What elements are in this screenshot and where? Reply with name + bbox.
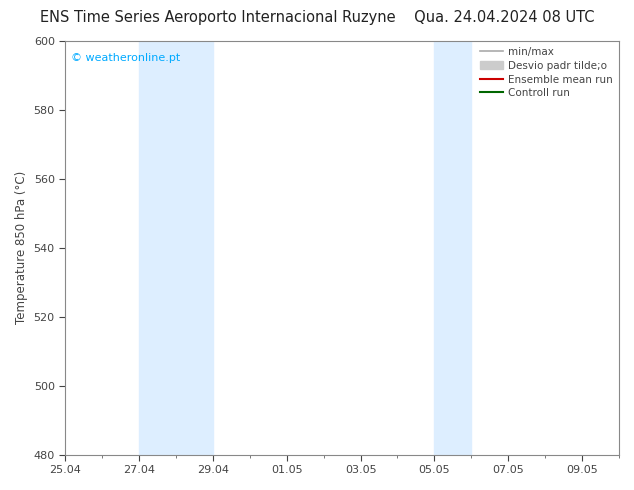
Text: © weatheronline.pt: © weatheronline.pt — [71, 53, 180, 64]
Y-axis label: Temperature 850 hPa (°C): Temperature 850 hPa (°C) — [15, 171, 28, 324]
Bar — [434, 41, 471, 455]
Text: ENS Time Series Aeroporto Internacional Ruzyne    Qua. 24.04.2024 08 UTC: ENS Time Series Aeroporto Internacional … — [40, 10, 594, 25]
Bar — [139, 41, 213, 455]
Legend: min/max, Desvio padr tilde;o, Ensemble mean run, Controll run: min/max, Desvio padr tilde;o, Ensemble m… — [477, 44, 616, 101]
